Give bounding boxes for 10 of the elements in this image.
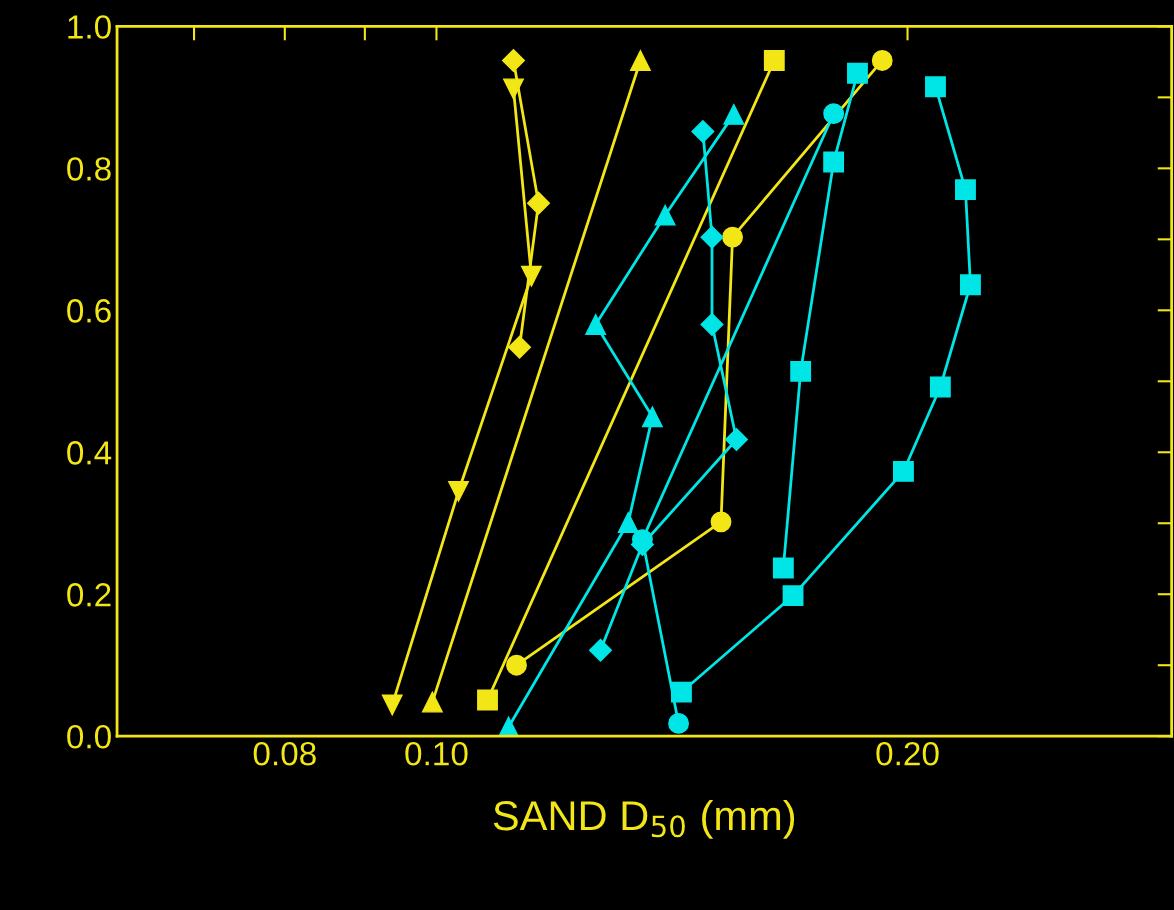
x-tick-label: 0.20: [876, 741, 939, 766]
x-axis-title: SAND D$_{50}$ (mm): [493, 799, 795, 839]
y-tick-label: 1.0: [68, 15, 111, 39]
y-tick-label: 0.4: [67, 441, 112, 465]
x-tick-label: 0.08: [253, 741, 316, 766]
y-tick-label: 0.0: [67, 724, 111, 749]
y-tick-label: 0.8: [67, 157, 111, 181]
x-tick-label: 0.10: [405, 741, 468, 766]
y-tick-label: 0.2: [67, 583, 111, 607]
y-tick-label: 0.6: [67, 299, 111, 323]
